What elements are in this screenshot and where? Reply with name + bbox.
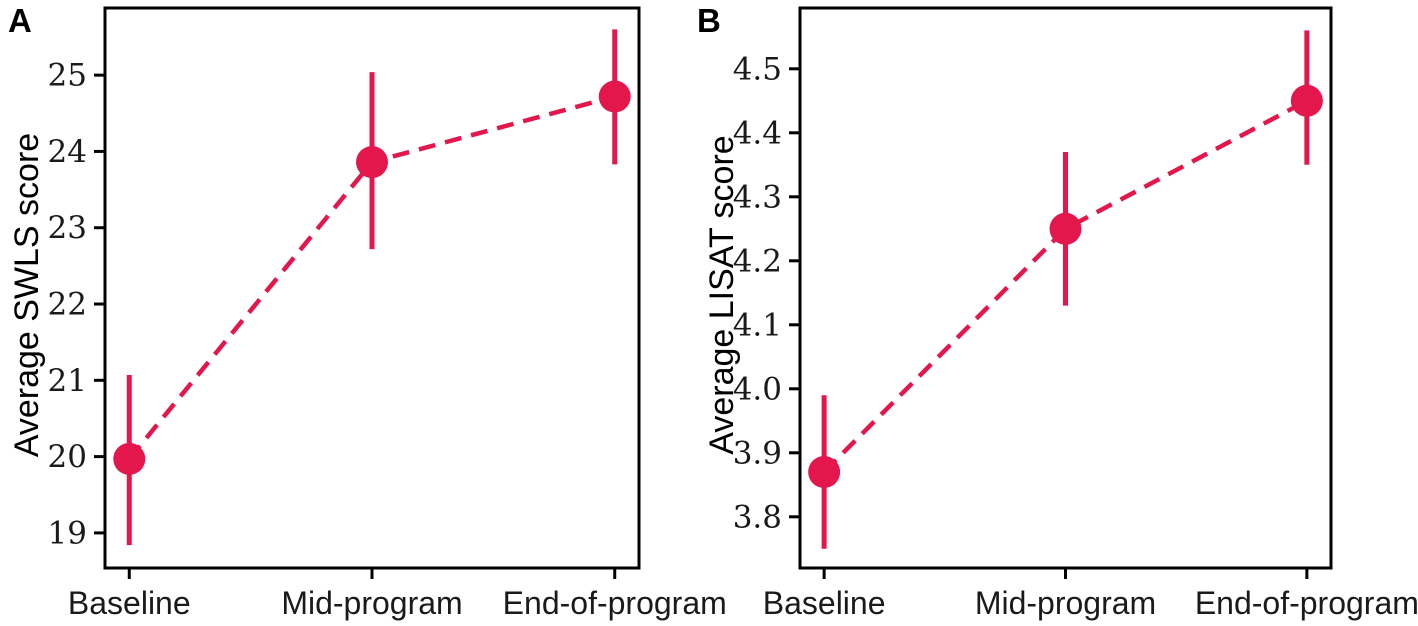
data-point-marker — [598, 80, 631, 113]
y-tick-label: 4.2 — [733, 243, 782, 279]
x-tick-label: Mid-program — [975, 585, 1156, 621]
data-point-marker — [808, 456, 841, 488]
panel-a-y-axis-label: Average SWLS score — [8, 132, 46, 458]
axes-spines — [798, 6, 1333, 570]
y-tick-label: 3.8 — [733, 499, 782, 535]
data-point-marker — [356, 146, 388, 179]
x-tick-label: Baseline — [763, 585, 886, 621]
y-tick-label: 4.1 — [733, 307, 782, 343]
x-tick-label: End-of-program — [1195, 585, 1418, 621]
panel-a-letter: A — [8, 2, 32, 39]
panel-a-plot: 19 20 21 22 23 24 25 Baseline Mid-program End-of-… — [48, 6, 727, 621]
y-tick-label: 25 — [48, 58, 87, 94]
y-tick-label: 24 — [48, 134, 87, 170]
y-tick-label: 4.4 — [733, 115, 782, 151]
panel-b-plot: 3.8 3.9 4.0 4.1 4.2 4.3 4.4 4.5 Baseline Mid-prog… — [733, 6, 1418, 621]
axes-spines — [103, 6, 641, 570]
panel-b-letter: B — [697, 2, 721, 39]
y-tick-label: 21 — [48, 363, 87, 399]
y-tick-label: 20 — [48, 439, 87, 475]
y-tick-label: 3.9 — [733, 435, 782, 471]
y-tick-label: 19 — [48, 515, 87, 551]
x-tick-label: Mid-program — [281, 585, 462, 621]
y-tick-label: 4.5 — [733, 51, 782, 87]
y-tick-label: 23 — [48, 210, 87, 246]
data-point-marker — [113, 442, 146, 475]
y-tick-label: 4.3 — [733, 179, 782, 215]
panel-b-y-axis-label: Average LISAT score — [703, 135, 741, 455]
y-tick-label: 4.0 — [733, 371, 782, 407]
y-tick-label: 22 — [48, 287, 87, 323]
data-point-marker — [1290, 84, 1323, 117]
trend-line — [822, 98, 1308, 474]
data-point-marker — [1049, 212, 1082, 245]
x-tick-label: Baseline — [68, 585, 191, 621]
x-tick-label: End-of-program — [503, 585, 727, 621]
